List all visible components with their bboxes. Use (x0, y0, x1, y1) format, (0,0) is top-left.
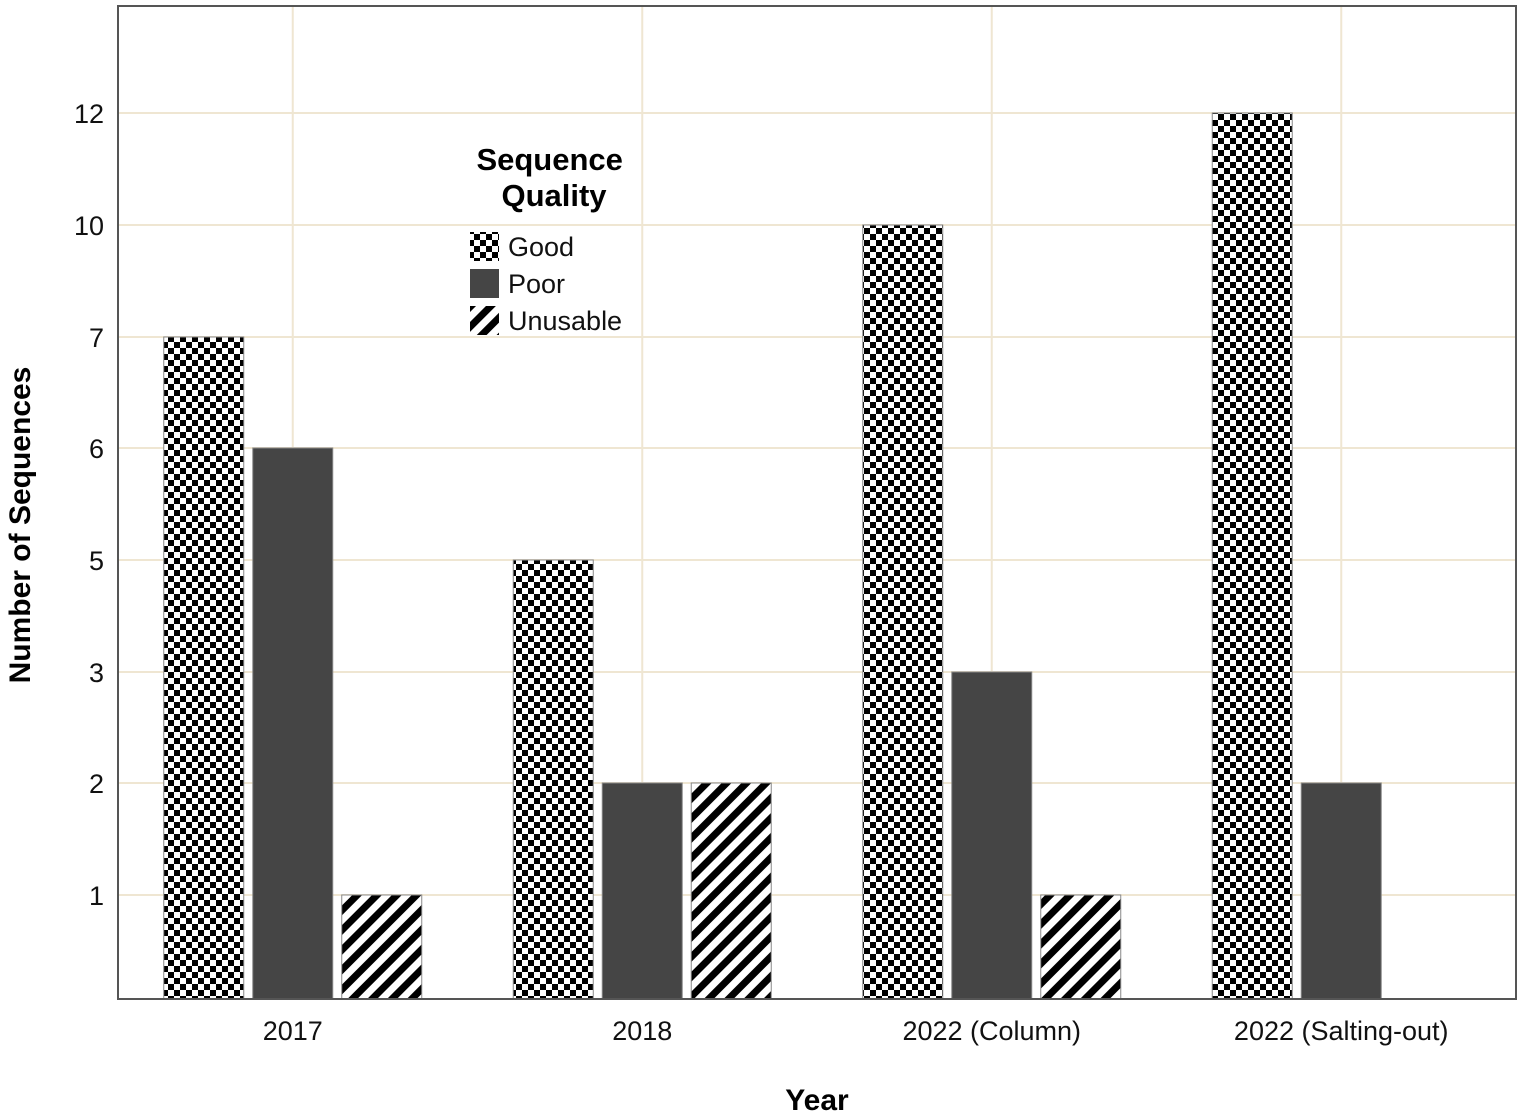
bar-poor-2017 (252, 447, 334, 1000)
x-tick-label: 2018 (612, 1016, 672, 1046)
bars (163, 112, 1382, 1000)
bar-poor-2018 (601, 782, 683, 1000)
bar-good-2022-salting-out- (1211, 112, 1293, 1000)
legend-title: Sequence Quality (476, 142, 631, 213)
y-tick-label: 3 (89, 658, 104, 688)
y-tick-label: 12 (74, 99, 104, 129)
legend-label-good: Good (508, 232, 574, 262)
legend-label-unusable: Unusable (508, 306, 622, 336)
legend-swatch-unusable (470, 306, 499, 335)
legend-title-line-1: Sequence (476, 142, 622, 177)
y-tick-label: 1 (89, 881, 104, 911)
bar-good-2017 (163, 336, 245, 1000)
bar-poor-2022-column- (951, 671, 1033, 1000)
x-tick-labels: 2017 2018 2022 (Column) 2022 (Salting-out) (263, 1016, 1449, 1046)
x-tick-label: 2022 (Salting-out) (1234, 1016, 1449, 1046)
y-tick-label: 2 (89, 769, 104, 799)
y-tick-label: 6 (89, 434, 104, 464)
bar-good-2022-column- (862, 224, 944, 1000)
legend: Sequence Quality Good Poor Unusable (470, 142, 631, 336)
bar-good-2018 (512, 559, 594, 1000)
plot-frame (117, 5, 1517, 1000)
legend-label-poor: Poor (508, 269, 565, 299)
x-tick-label: 2017 (263, 1016, 323, 1046)
legend-swatch-poor (470, 269, 499, 298)
legend-title-line-2: Quality (501, 178, 607, 213)
y-tick-label: 7 (89, 323, 104, 353)
bar-unusable-2018 (690, 782, 772, 1000)
bar-unusable-2022-column- (1040, 894, 1122, 1000)
y-tick-label: 10 (74, 211, 104, 241)
bar-poor-2022-salting-out- (1300, 782, 1382, 1000)
bar-unusable-2017 (341, 894, 423, 1000)
y-axis-title: Number of Sequences (4, 367, 37, 684)
x-tick-label: 2022 (Column) (902, 1016, 1081, 1046)
legend-swatch-good (470, 232, 499, 261)
legend-items: Good Poor Unusable (470, 232, 622, 336)
y-tick-label: 5 (89, 546, 104, 576)
x-axis-title: Year (785, 1084, 849, 1115)
